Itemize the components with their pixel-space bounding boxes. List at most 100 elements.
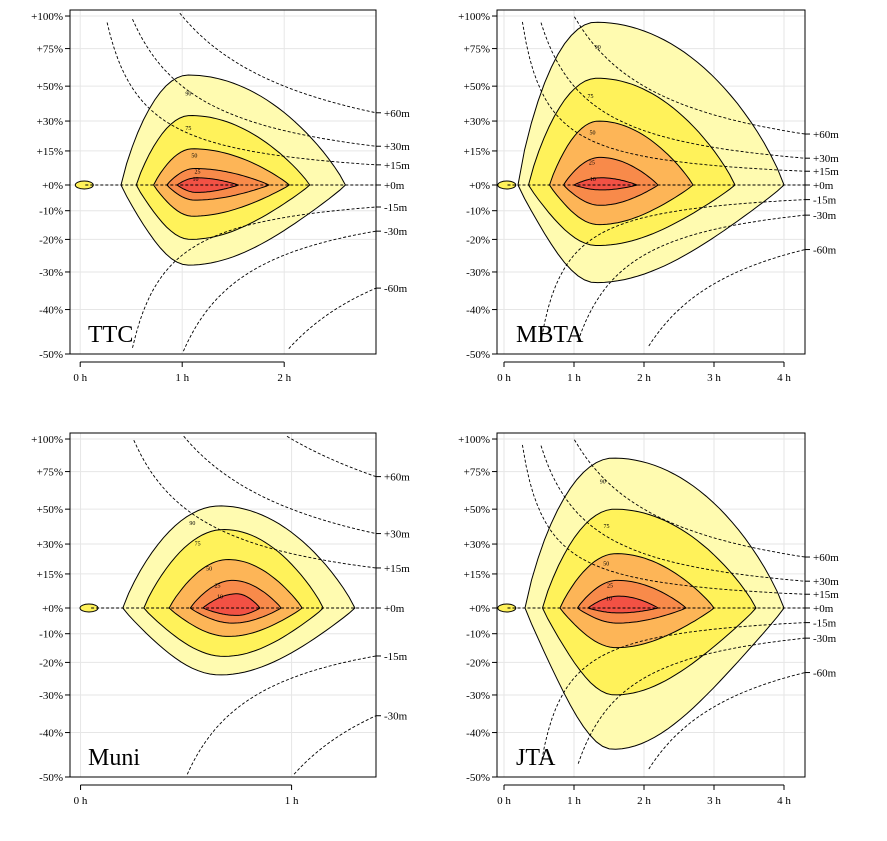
contour-label-90: 90 [600,480,606,486]
contour-label-25: 25 [195,170,201,176]
y-tick-label: -50% [466,772,490,784]
x-tick-label: 1 h [285,795,299,807]
panel-title: MBTA [516,322,584,348]
reference-curve [540,622,805,765]
contour-origin-blob [497,180,517,190]
panel-muni: 90 75 50 25 10 +100% +75% +50% +30% +15% +0% -10% -2… [31,432,410,807]
contour-label-50: 50 [603,562,609,568]
contour-label-90: 90 [185,91,191,97]
contours: 90 75 50 25 10 [497,457,785,750]
ref-curve-label: +0m [384,180,405,192]
reference-curve [186,655,376,775]
y-tick-label: +75% [464,44,490,56]
ref-curve-label: +60m [384,472,410,484]
ref-curve-label: +15m [384,563,410,575]
y-tick-label: -40% [466,728,490,740]
ref-curve-label: -60m [384,283,408,295]
contour-label-75: 75 [587,94,593,100]
y-tick-label: +15% [37,146,63,158]
y-tick-label: +50% [464,504,490,516]
x-tick-label: 1 h [567,372,581,384]
y-tick-label: +30% [464,116,490,128]
y-tick-label: +50% [37,81,63,93]
reference-curve [132,19,376,147]
y-tick-label: -40% [39,728,63,740]
ref-curve-label: +15m [813,589,839,601]
ref-curve-label: -30m [813,210,837,222]
reference-curve [648,672,805,770]
ref-curve-label: +60m [384,108,410,120]
x-tick-label: 0 h [497,795,511,807]
contour-label-50: 50 [191,154,197,160]
reference-curve [540,199,805,342]
reference-curve [648,249,805,347]
reference-curve [540,445,805,582]
contour-origin-blob [497,603,517,613]
y-tick-label: -20% [466,657,490,669]
panel-title: JTA [516,745,556,771]
ref-curve-label: +60m [813,129,839,141]
contour-label-90: 90 [189,521,195,527]
x-tick-label: 2 h [637,372,651,384]
contour-region-10 [202,593,261,616]
y-tick-label: +15% [37,569,63,581]
plot-frame [496,432,806,778]
y-tick-label: +50% [37,504,63,516]
reference-curves [85,12,376,352]
x-tick-label: 3 h [707,795,721,807]
y-tick-label: -50% [39,349,63,361]
ref-curve-label: +15m [813,166,839,178]
y-tick-label: -20% [466,234,490,246]
x-tick-label: 2 h [637,795,651,807]
y-tick-label: -10% [466,629,490,641]
ref-curve-label: -15m [384,651,408,663]
ref-curve-label: -60m [813,245,837,257]
reference-curve [286,435,376,478]
ref-curve-label: -15m [813,195,837,207]
y-tick-label: -30% [466,690,490,702]
y-tick-label: -10% [466,206,490,218]
y-tick-label: +0% [42,603,63,615]
reference-curve [132,206,376,348]
contours: 90 75 50 25 10 [79,505,356,676]
y-tick-label: -20% [39,657,63,669]
contour-label-75: 75 [604,524,610,530]
reference-curve [577,637,805,764]
contour-label-10: 10 [606,596,612,602]
y-tick-label: -10% [39,629,63,641]
x-tick-label: 2 h [277,372,291,384]
ref-curve-label: -15m [813,618,837,630]
ref-curve-label: +30m [384,529,410,541]
y-tick-label: -40% [39,305,63,317]
reference-curve [183,435,376,535]
y-tick-label: +30% [464,539,490,551]
reference-curves [507,439,805,770]
contour-label-25: 25 [589,161,595,167]
contour-region-10 [572,177,639,191]
reference-curve [179,12,376,114]
reference-curve [574,439,805,558]
y-tick-label: -30% [466,267,490,279]
y-tick-label: +15% [464,569,490,581]
y-tick-label: -10% [39,206,63,218]
plot-frame [69,9,377,355]
ref-curve-label: +0m [813,180,834,192]
contour-label-10: 10 [590,177,596,183]
ref-curve-label: -30m [384,226,408,238]
y-tick-label: -40% [466,305,490,317]
ref-curve-label: +15m [384,160,410,172]
contour-label-75: 75 [195,541,201,547]
ref-curve-label: -30m [813,633,837,645]
reference-curve [106,22,376,166]
contour-origin-blob [79,603,99,613]
x-tick-label: 4 h [777,795,791,807]
panel-title: Muni [88,745,140,771]
ref-curve-label: -30m [384,711,408,723]
y-tick-label: +15% [464,146,490,158]
y-tick-label: +50% [464,81,490,93]
y-tick-label: +75% [37,44,63,56]
x-tick-label: 3 h [707,372,721,384]
contour-label-90: 90 [595,45,601,51]
reference-curve [540,22,805,159]
